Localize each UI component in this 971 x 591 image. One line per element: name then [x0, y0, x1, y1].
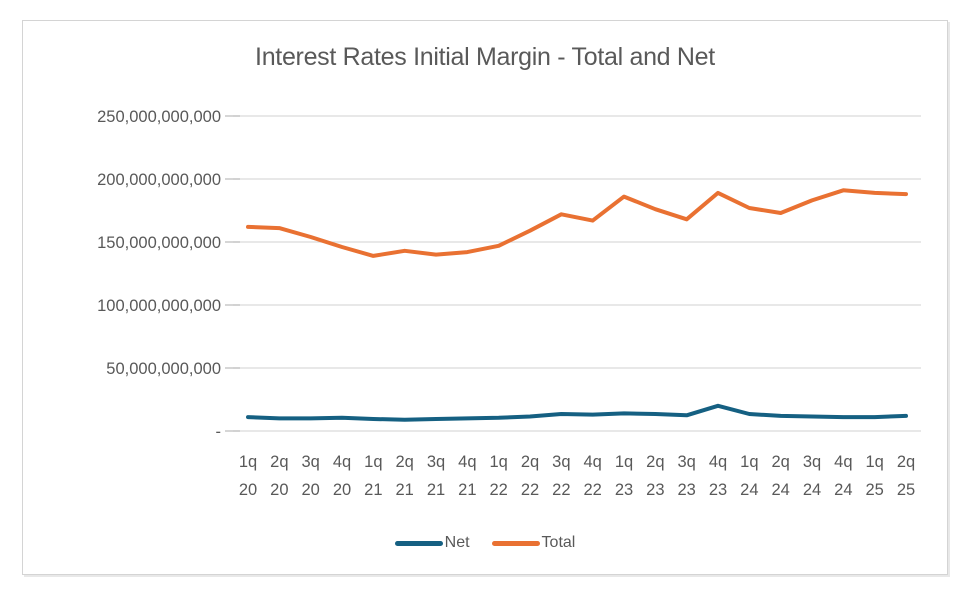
svg-text:22: 22 [521, 481, 539, 499]
gridlines [225, 115, 921, 432]
svg-text:250,000,000,000: 250,000,000,000 [97, 108, 221, 126]
legend-label-total: Total [541, 534, 576, 551]
svg-text:4q: 4q [458, 453, 476, 471]
svg-text:1q: 1q [615, 453, 633, 471]
total-line-swatch [491, 540, 540, 546]
svg-text:23: 23 [709, 481, 727, 499]
svg-text:21: 21 [458, 481, 476, 499]
svg-text:23: 23 [677, 481, 695, 499]
svg-text:150,000,000,000: 150,000,000,000 [97, 234, 221, 252]
svg-text:20: 20 [333, 481, 351, 499]
svg-text:1q: 1q [364, 453, 382, 471]
svg-text:-: - [216, 423, 222, 441]
svg-text:20: 20 [239, 481, 257, 499]
svg-text:1q: 1q [239, 453, 257, 471]
total-line [246, 188, 908, 258]
svg-text:21: 21 [395, 481, 413, 499]
svg-text:21: 21 [364, 481, 382, 499]
svg-text:23: 23 [646, 481, 664, 499]
svg-text:1q: 1q [865, 453, 883, 471]
net-line-swatch [394, 540, 443, 546]
svg-text:2q: 2q [771, 453, 789, 471]
svg-text:23: 23 [615, 481, 633, 499]
svg-text:20: 20 [301, 481, 319, 499]
legend-item-total: Total [491, 534, 576, 552]
y-axis-labels: - 50,000,000,000 100,000,000,000 150,000,00… [97, 108, 221, 441]
svg-text:22: 22 [583, 481, 601, 499]
chart-title: Interest Rates Initial Margin - Total an… [255, 43, 715, 71]
svg-text:2q: 2q [270, 453, 288, 471]
svg-text:24: 24 [740, 481, 758, 499]
x-axis-labels: 1q 20 2q 20 3q 20 4q 20 1q 21 2q 21 3q 21 4q 21 1q 22 2q 22… [239, 453, 915, 499]
svg-text:20: 20 [270, 481, 288, 499]
legend: Net Total [23, 534, 947, 552]
svg-text:100,000,000,000: 100,000,000,000 [97, 297, 221, 315]
svg-text:22: 22 [489, 481, 507, 499]
svg-text:24: 24 [803, 481, 821, 499]
svg-text:2q: 2q [646, 453, 664, 471]
legend-item-net: Net [394, 534, 470, 552]
svg-text:3q: 3q [301, 453, 319, 471]
svg-text:21: 21 [427, 481, 445, 499]
plot-area: - 50,000,000,000 100,000,000,000 150,000,00… [97, 108, 921, 499]
svg-text:2q: 2q [521, 453, 539, 471]
chart-frame[interactable]: - 50,000,000,000 100,000,000,000 150,000,00… [22, 20, 948, 575]
legend-label-net: Net [444, 534, 470, 551]
net-line [246, 403, 908, 422]
svg-text:25: 25 [865, 481, 883, 499]
svg-text:2q: 2q [395, 453, 413, 471]
svg-text:22: 22 [552, 481, 570, 499]
svg-text:200,000,000,000: 200,000,000,000 [97, 171, 221, 189]
svg-text:4q: 4q [834, 453, 852, 471]
svg-text:50,000,000,000: 50,000,000,000 [106, 360, 221, 378]
svg-text:4q: 4q [333, 453, 351, 471]
svg-text:4q: 4q [709, 453, 727, 471]
svg-text:3q: 3q [677, 453, 695, 471]
svg-text:3q: 3q [427, 453, 445, 471]
svg-text:1q: 1q [489, 453, 507, 471]
svg-text:4q: 4q [583, 453, 601, 471]
svg-text:24: 24 [771, 481, 789, 499]
svg-text:24: 24 [834, 481, 852, 499]
svg-text:3q: 3q [552, 453, 570, 471]
svg-text:25: 25 [897, 481, 915, 499]
svg-text:1q: 1q [740, 453, 758, 471]
svg-text:3q: 3q [803, 453, 821, 471]
svg-text:2q: 2q [897, 453, 915, 471]
